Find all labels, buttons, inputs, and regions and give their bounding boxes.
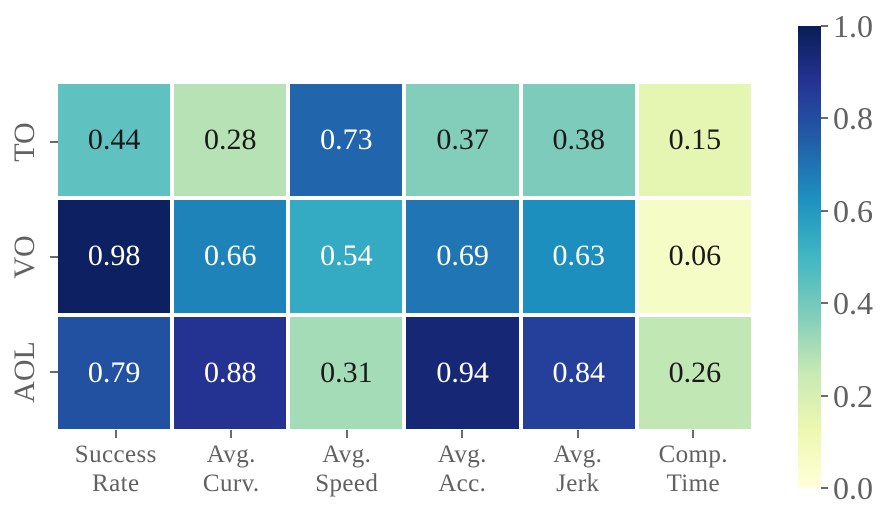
column-label: Success Rate — [74, 441, 157, 497]
colorbar-tick-label: 0.0 — [833, 470, 873, 506]
colorbar-tick-mark — [821, 302, 828, 305]
cell-value: 0.84 — [552, 355, 605, 389]
heatmap-cell: 0.54 — [290, 200, 403, 313]
heatmap-cell: 0.63 — [522, 200, 635, 313]
cell-value: 0.94 — [436, 355, 489, 389]
cell-value: 0.15 — [668, 123, 722, 157]
heatmap-cell: 0.88 — [174, 316, 287, 429]
cell-value: 0.26 — [668, 355, 722, 389]
heatmap-grid: 0.44 0.28 0.73 0.37 0.38 0.15 0.98 0.66 0.54 0.69… — [58, 84, 751, 429]
colorbar-tick-mark — [821, 25, 828, 27]
cell-value: 0.37 — [436, 123, 489, 157]
colorbar-tick-mark — [821, 117, 828, 120]
x-tick-mark — [576, 429, 579, 438]
colorbar-tick-label: 1.0 — [833, 8, 873, 44]
cell-value: 0.63 — [552, 239, 605, 273]
colorbar-tick-mark — [821, 394, 828, 397]
y-tick-mark — [50, 370, 58, 373]
column-label: Avg. Acc. — [437, 441, 487, 497]
colorbar-tick-label: 0.6 — [833, 192, 873, 229]
cell-value: 0.98 — [87, 239, 141, 273]
cell-value: 0.79 — [87, 355, 141, 389]
x-tick-mark — [345, 429, 348, 438]
heatmap-cell: 0.79 — [58, 316, 171, 429]
column-label: Comp. Time — [658, 441, 728, 497]
y-tick-mark — [50, 255, 58, 258]
column-label: Avg. Speed — [315, 441, 379, 497]
cell-value: 0.28 — [203, 123, 257, 157]
colorbar-tick-label: 0.4 — [833, 285, 873, 322]
colorbar-tick-mark — [821, 209, 828, 212]
heatmap-cell: 0.38 — [522, 84, 635, 197]
row-label-aol: AOL — [8, 340, 41, 403]
cell-value: 0.88 — [203, 355, 257, 389]
x-tick-mark — [230, 429, 233, 438]
heatmap-cell: 0.66 — [174, 200, 287, 313]
cell-value: 0.06 — [668, 239, 722, 273]
colorbar-tick-mark — [821, 487, 828, 489]
cell-value: 0.54 — [320, 239, 373, 273]
heatmap-cell: 0.98 — [58, 200, 171, 313]
heatmap-cell: 0.31 — [290, 316, 403, 429]
cell-value: 0.66 — [203, 239, 257, 273]
heatmap-cell: 0.94 — [406, 316, 519, 429]
column-label: Avg. Curv. — [202, 441, 260, 497]
heatmap-cell: 0.06 — [638, 200, 751, 313]
x-tick-mark — [114, 429, 117, 438]
cell-value: 0.38 — [552, 123, 605, 157]
heatmap-cell: 0.28 — [174, 84, 287, 197]
y-tick-mark — [50, 140, 58, 143]
cell-value: 0.73 — [320, 123, 373, 157]
x-tick-mark — [461, 429, 464, 438]
heatmap-cell: 0.15 — [638, 84, 751, 197]
heatmap-cell: 0.73 — [290, 84, 403, 197]
x-tick-mark — [692, 429, 695, 438]
heatmap-cell: 0.26 — [638, 316, 751, 429]
colorbar-tick-label: 0.8 — [833, 100, 873, 137]
row-label-to: TO — [8, 121, 41, 162]
column-label: Avg. Jerk — [553, 441, 603, 497]
cell-value: 0.31 — [320, 355, 373, 389]
cell-value: 0.44 — [87, 123, 141, 157]
heatmap-cell: 0.37 — [406, 84, 519, 197]
cell-value: 0.69 — [436, 239, 489, 273]
heatmap-cell: 0.44 — [58, 84, 171, 197]
heatmap-cell: 0.84 — [522, 316, 635, 429]
colorbar-gradient — [798, 26, 821, 488]
heatmap-cell: 0.69 — [406, 200, 519, 313]
colorbar-tick-label: 0.2 — [833, 377, 873, 414]
row-label-vo: VO — [8, 234, 41, 279]
